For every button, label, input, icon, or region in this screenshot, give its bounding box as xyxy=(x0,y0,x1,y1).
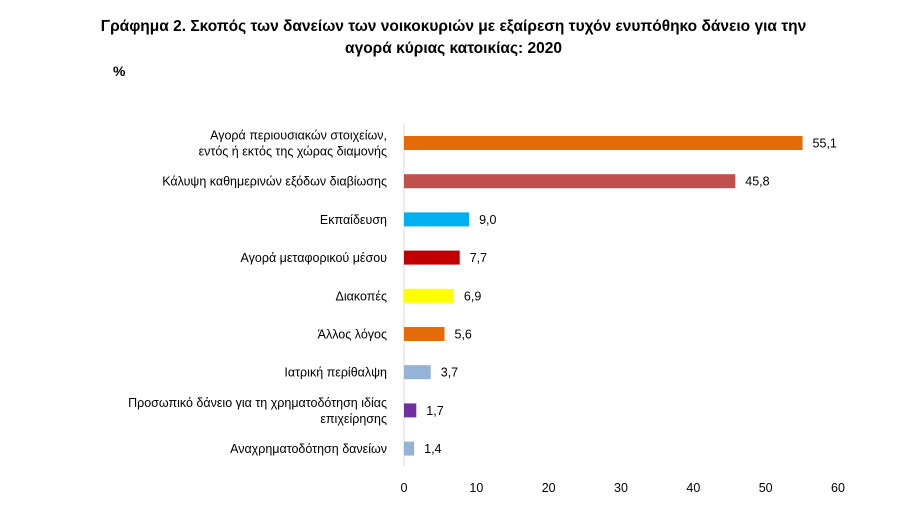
category-label-2-line-0: Εκπαίδευση xyxy=(320,213,387,227)
value-label-0: 55,1 xyxy=(813,137,837,151)
category-label-1: Κάλυψη καθημερινών εξόδων διαβίωσης xyxy=(162,175,387,189)
chart-title: Γράφημα 2. Σκοπός των δανείων των νοικοκ… xyxy=(0,16,907,60)
category-label-6: Ιατρική περίθαλψη xyxy=(284,366,387,380)
category-label-6-line-0: Ιατρική περίθαλψη xyxy=(284,366,387,380)
category-label-0-line-0: Αγορά περιουσιακών στοιχείων, xyxy=(210,129,387,143)
value-label-1: 45,8 xyxy=(745,175,769,189)
category-label-8: Αναχρηματοδότηση δανείων xyxy=(230,442,387,456)
category-label-2: Εκπαίδευση xyxy=(320,213,387,227)
bar-8 xyxy=(404,441,415,456)
x-tick-labels-group: 0 10 20 30 40 50 60 xyxy=(401,481,845,495)
bars-group xyxy=(404,136,803,456)
category-label-7-line-1: επιχείρησης xyxy=(320,412,387,426)
category-label-0: Αγορά περιουσιακών στοιχείων, εντός ή εκτ… xyxy=(199,129,387,159)
value-label-8: 1,4 xyxy=(424,442,441,456)
bar-7 xyxy=(404,403,417,418)
category-label-3: Αγορά μεταφορικού μέσου xyxy=(241,251,388,265)
chart-title-line-1: Γράφημα 2. Σκοπός των δανείων των νοικοκ… xyxy=(100,18,807,35)
category-label-0-line-1: εντός ή εκτός της χώρας διαμονής xyxy=(199,145,387,159)
value-label-4: 6,9 xyxy=(464,289,481,303)
value-label-2: 9,0 xyxy=(479,213,496,227)
x-tick-label-4: 40 xyxy=(686,481,700,495)
category-labels-group: Αγορά περιουσιακών στοιχείων, εντός ή εκτ… xyxy=(128,129,387,457)
unit-label: % xyxy=(113,63,126,79)
bar-3 xyxy=(404,250,460,265)
category-label-8-line-0: Αναχρηματοδότηση δανείων xyxy=(230,442,387,456)
x-tick-label-6: 60 xyxy=(831,481,845,495)
category-label-7: Προσωπικό δάνειο για τη χρηματοδότηση ιδ… xyxy=(128,396,387,426)
bar-1 xyxy=(404,174,736,189)
value-label-5: 5,6 xyxy=(455,328,472,342)
value-label-3: 7,7 xyxy=(470,251,487,265)
x-tick-label-0: 0 xyxy=(401,481,408,495)
x-tick-label-3: 30 xyxy=(614,481,628,495)
bar-5 xyxy=(404,327,445,341)
value-label-7: 1,7 xyxy=(426,404,443,418)
value-label-6: 3,7 xyxy=(441,366,458,380)
bar-2 xyxy=(404,212,470,227)
category-label-1-line-0: Κάλυψη καθημερινών εξόδων διαβίωσης xyxy=(162,175,387,189)
category-label-3-line-0: Αγορά μεταφορικού μέσου xyxy=(241,251,388,265)
bar-0 xyxy=(404,136,803,150)
category-label-4-line-0: Διακοπές xyxy=(336,289,387,303)
category-label-5-line-0: Άλλος λόγος xyxy=(318,328,387,342)
category-label-4: Διακοπές xyxy=(336,289,387,303)
bar-4 xyxy=(404,288,454,303)
x-tick-label-5: 50 xyxy=(759,481,773,495)
value-labels-group: 55,1 45,8 9,0 7,7 6,9 5,6 3,7 1,7 1,4 xyxy=(424,137,837,457)
x-tick-label-1: 10 xyxy=(469,481,483,495)
chart-title-line-2: αγορά κύριας κατοικίας: 2020 xyxy=(345,40,562,57)
category-label-7-line-0: Προσωπικό δάνειο για τη χρηματοδότηση ιδ… xyxy=(128,396,387,410)
x-tick-label-2: 20 xyxy=(542,481,556,495)
category-label-5: Άλλος λόγος xyxy=(318,328,387,342)
bar-6 xyxy=(404,365,431,380)
